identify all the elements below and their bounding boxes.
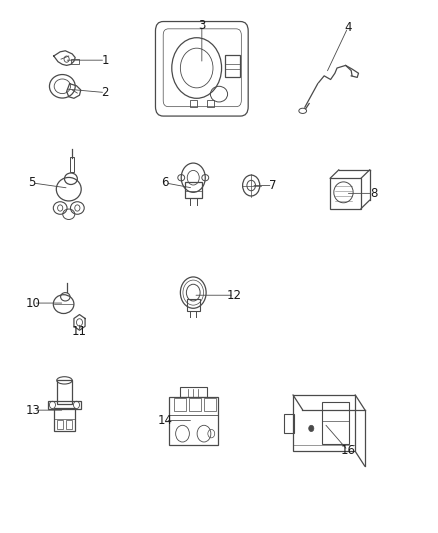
Bar xyxy=(57,419,63,429)
Text: 12: 12 xyxy=(226,289,241,302)
Bar xyxy=(71,59,79,64)
Bar xyxy=(66,419,72,429)
Bar xyxy=(70,157,74,173)
Bar xyxy=(293,395,355,451)
Bar xyxy=(284,414,294,433)
Bar xyxy=(189,398,201,411)
Text: 5: 5 xyxy=(28,176,36,189)
Bar xyxy=(169,397,218,445)
Bar xyxy=(204,398,215,411)
Text: 1: 1 xyxy=(102,54,109,67)
Text: 11: 11 xyxy=(72,325,87,338)
Text: 8: 8 xyxy=(370,187,377,200)
Bar xyxy=(207,100,214,107)
Text: 6: 6 xyxy=(162,176,169,189)
Text: 13: 13 xyxy=(26,403,41,417)
Bar xyxy=(185,182,202,198)
Text: 10: 10 xyxy=(26,296,41,310)
Bar xyxy=(226,55,240,77)
Bar xyxy=(187,300,200,311)
Bar xyxy=(174,398,187,411)
Circle shape xyxy=(309,425,314,432)
Bar xyxy=(330,178,361,208)
Bar xyxy=(190,100,197,107)
Text: 3: 3 xyxy=(198,19,205,31)
Text: 2: 2 xyxy=(102,86,109,99)
Text: 7: 7 xyxy=(269,179,276,192)
Bar xyxy=(48,401,81,409)
Bar xyxy=(54,408,75,431)
Bar xyxy=(180,387,207,397)
Text: 16: 16 xyxy=(340,444,355,457)
Bar xyxy=(57,381,72,404)
Text: 14: 14 xyxy=(158,414,173,427)
Bar xyxy=(322,402,349,444)
Text: 4: 4 xyxy=(344,21,352,34)
